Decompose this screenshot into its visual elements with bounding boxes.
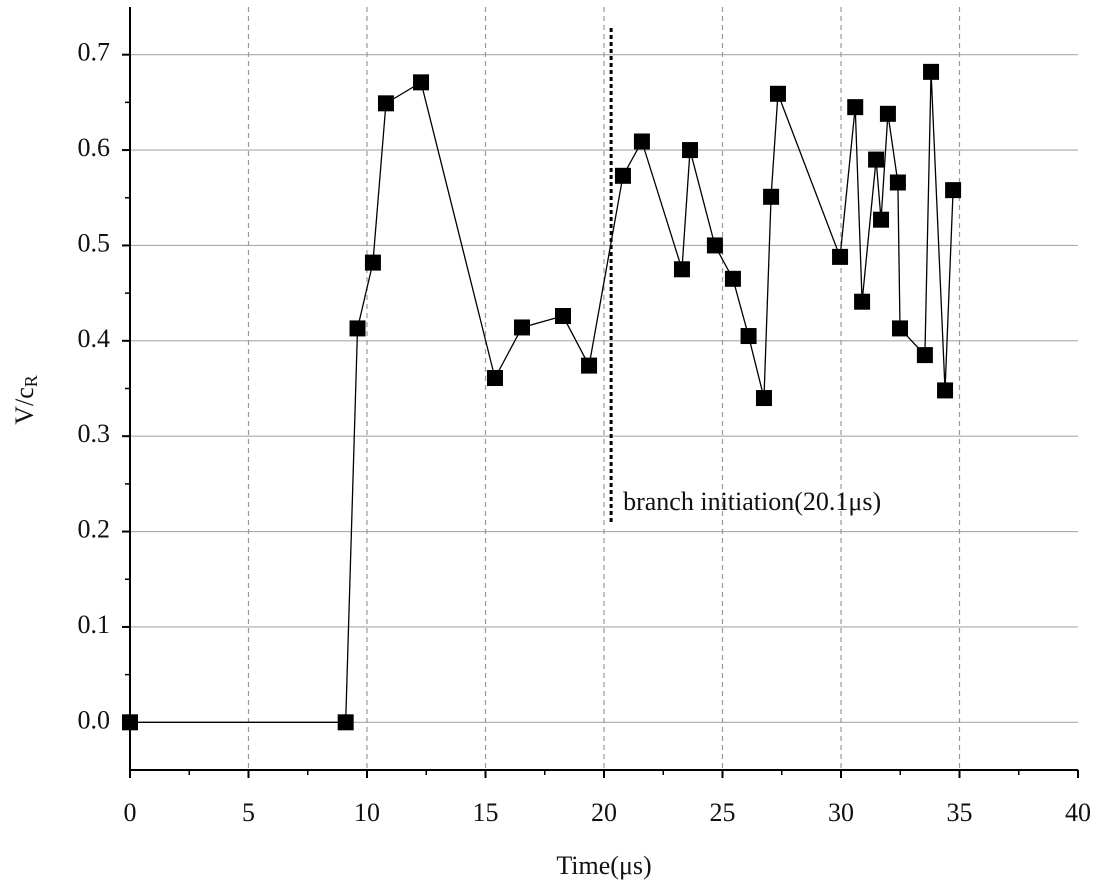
data-point bbox=[682, 142, 699, 159]
y-tick-label: 0.1 bbox=[78, 610, 111, 639]
data-point bbox=[769, 85, 786, 102]
data-point bbox=[581, 357, 598, 374]
data-point bbox=[868, 151, 885, 168]
data-point bbox=[889, 174, 906, 191]
y-tick-label: 0.7 bbox=[78, 38, 111, 67]
data-point bbox=[486, 370, 503, 387]
y-tick-label: 0.2 bbox=[78, 515, 111, 544]
data-point bbox=[854, 293, 871, 310]
data-point bbox=[873, 211, 890, 228]
data-point bbox=[633, 133, 650, 150]
data-point bbox=[513, 319, 530, 336]
data-point bbox=[945, 182, 962, 199]
x-tick-label: 30 bbox=[828, 798, 854, 827]
data-point bbox=[937, 382, 954, 399]
data-point bbox=[740, 328, 757, 345]
y-axis-label-main: V/c bbox=[10, 387, 39, 425]
data-point bbox=[377, 95, 394, 112]
data-point bbox=[413, 74, 430, 91]
data-line bbox=[130, 71, 954, 723]
data-point bbox=[706, 237, 723, 254]
data-point bbox=[892, 320, 909, 337]
x-tick-label: 10 bbox=[354, 798, 380, 827]
y-tick-label: 0.5 bbox=[78, 228, 111, 257]
data-point bbox=[847, 99, 864, 116]
y-tick-label: 0.3 bbox=[78, 419, 111, 448]
x-tick-label: 35 bbox=[947, 798, 973, 827]
data-point bbox=[349, 320, 366, 337]
data-point bbox=[614, 167, 631, 184]
x-tick-label: 20 bbox=[591, 798, 617, 827]
data-point bbox=[755, 390, 772, 407]
data-point bbox=[879, 105, 896, 122]
x-tick-label: 40 bbox=[1065, 798, 1091, 827]
data-point bbox=[916, 347, 933, 364]
data-point bbox=[923, 63, 940, 80]
data-point bbox=[122, 714, 138, 731]
x-axis-label: Time(μs) bbox=[556, 851, 651, 880]
y-axis-label: V/cR bbox=[10, 375, 41, 425]
data-point bbox=[673, 261, 690, 278]
data-point bbox=[554, 308, 571, 325]
y-tick-label: 0.4 bbox=[78, 324, 111, 353]
data-point bbox=[364, 254, 381, 271]
x-tick-label: 25 bbox=[710, 798, 736, 827]
data-point bbox=[337, 714, 354, 731]
x-tick-label: 0 bbox=[124, 798, 137, 827]
x-tick-label: 15 bbox=[473, 798, 499, 827]
annotation-text: branch initiation(20.1μs) bbox=[623, 487, 881, 516]
y-tick-label: 0.0 bbox=[78, 705, 111, 734]
y-axis-label-sub: R bbox=[21, 375, 41, 387]
data-point bbox=[724, 270, 741, 287]
data-point bbox=[763, 188, 780, 205]
x-tick-label: 5 bbox=[242, 798, 255, 827]
y-tick-label: 0.6 bbox=[78, 133, 111, 162]
data-point bbox=[832, 248, 849, 265]
